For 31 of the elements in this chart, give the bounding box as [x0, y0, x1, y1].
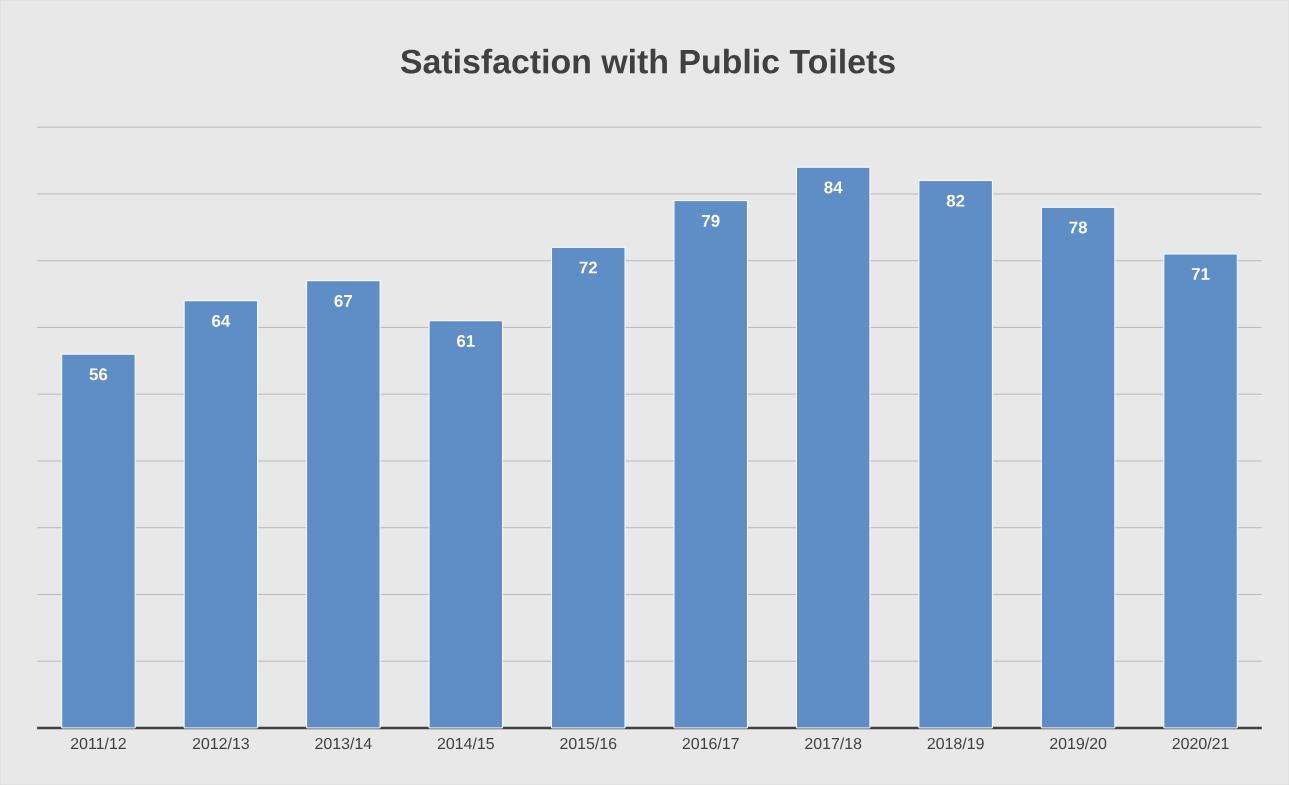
- data-label: 64: [212, 314, 231, 327]
- data-label: 67: [334, 294, 353, 307]
- x-tick-label: 2020/21: [1172, 737, 1229, 750]
- bar: [306, 280, 381, 729]
- x-tick-label: 2019/20: [1050, 737, 1107, 750]
- bar: [795, 166, 871, 729]
- bar: [673, 200, 748, 729]
- bar: [183, 300, 259, 729]
- data-label: 84: [824, 181, 843, 194]
- bar: [428, 320, 504, 729]
- bar: [551, 246, 626, 729]
- x-tick-label: 2018/19: [927, 737, 984, 750]
- x-tick-label: 2011/12: [71, 737, 126, 750]
- bar: [1163, 253, 1238, 729]
- x-tick-label: 2017/18: [805, 737, 862, 750]
- data-label: 78: [1069, 221, 1088, 234]
- data-label: 56: [89, 368, 108, 381]
- x-tick-label: 2012/13: [192, 737, 249, 750]
- bar: [918, 180, 993, 729]
- data-label: 82: [946, 194, 965, 207]
- bar: [1040, 206, 1116, 729]
- x-tick-label: 2013/14: [315, 737, 372, 750]
- x-tick-label: 2016/17: [682, 737, 739, 750]
- chart-title: Satisfaction with Public Toilets: [400, 48, 895, 74]
- data-label: 79: [702, 214, 720, 227]
- data-label: 71: [1191, 268, 1210, 280]
- data-label: 61: [457, 334, 475, 347]
- x-tick-label: 2015/16: [560, 737, 617, 750]
- x-tick-label: 2014/15: [437, 737, 494, 750]
- bar: [61, 353, 136, 729]
- data-label: 72: [579, 261, 597, 274]
